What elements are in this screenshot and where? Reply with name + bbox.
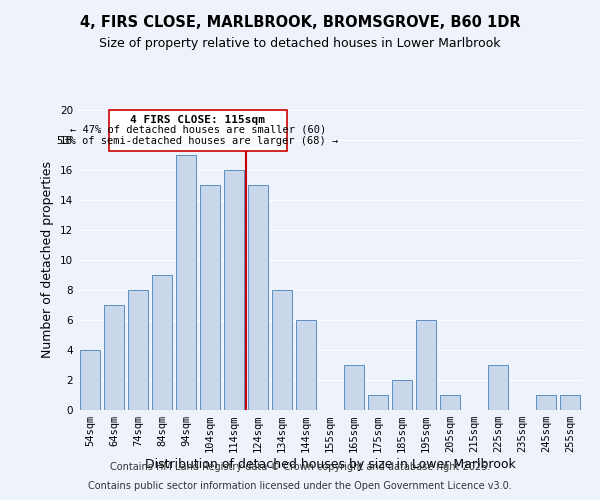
Bar [272, 290, 292, 410]
Text: 4, FIRS CLOSE, MARLBROOK, BROMSGROVE, B60 1DR: 4, FIRS CLOSE, MARLBROOK, BROMSGROVE, B6… [80, 15, 520, 30]
Bar [128, 290, 148, 410]
Bar [344, 365, 364, 410]
Bar [200, 185, 220, 410]
Bar [416, 320, 436, 410]
Bar [176, 155, 196, 410]
Bar [440, 395, 460, 410]
Bar [392, 380, 412, 410]
Bar [536, 395, 556, 410]
Y-axis label: Number of detached properties: Number of detached properties [41, 162, 55, 358]
Bar [152, 275, 172, 410]
Bar [80, 350, 100, 410]
Text: Contains HM Land Registry data © Crown copyright and database right 2025.: Contains HM Land Registry data © Crown c… [110, 462, 490, 472]
Bar [560, 395, 580, 410]
Text: Size of property relative to detached houses in Lower Marlbrook: Size of property relative to detached ho… [99, 38, 501, 51]
Bar [296, 320, 316, 410]
Bar [368, 395, 388, 410]
Bar [104, 305, 124, 410]
FancyBboxPatch shape [109, 110, 287, 150]
Bar [248, 185, 268, 410]
Bar [224, 170, 244, 410]
X-axis label: Distribution of detached houses by size in Lower Marlbrook: Distribution of detached houses by size … [145, 458, 515, 471]
Text: 53% of semi-detached houses are larger (68) →: 53% of semi-detached houses are larger (… [58, 136, 338, 145]
Text: Contains public sector information licensed under the Open Government Licence v3: Contains public sector information licen… [88, 481, 512, 491]
Text: ← 47% of detached houses are smaller (60): ← 47% of detached houses are smaller (60… [70, 125, 326, 135]
Text: 4 FIRS CLOSE: 115sqm: 4 FIRS CLOSE: 115sqm [131, 116, 265, 125]
Bar [488, 365, 508, 410]
